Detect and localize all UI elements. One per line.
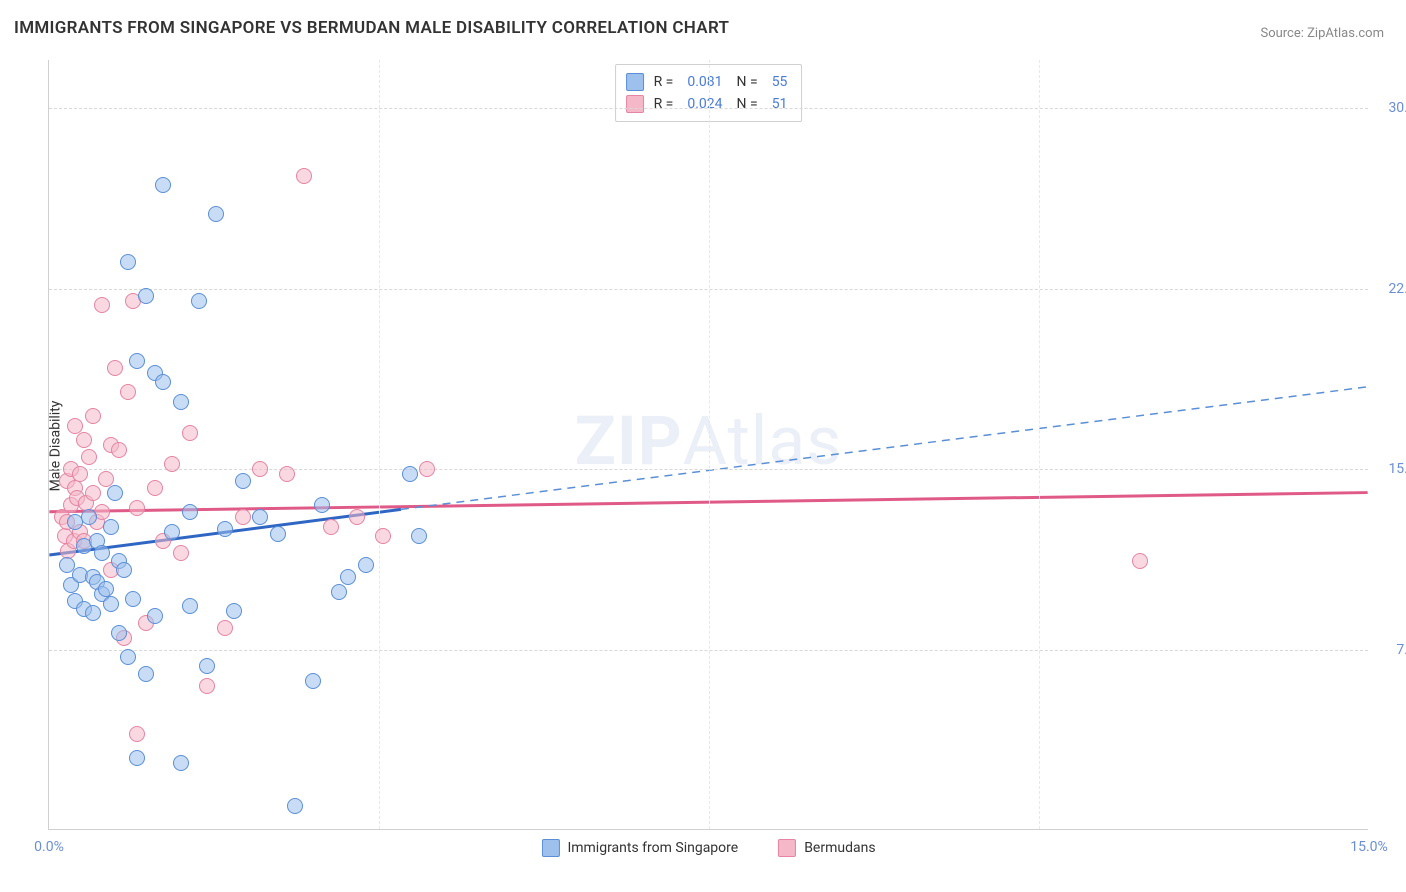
plot-area: ZIPAtlas R = 0.081 N = 55 R = 0.024 N = … xyxy=(48,60,1368,830)
scatter-point xyxy=(252,461,268,477)
scatter-point xyxy=(314,497,330,513)
scatter-point xyxy=(120,649,136,665)
x-gridline xyxy=(1039,60,1040,829)
scatter-point xyxy=(164,456,180,472)
r-value-0: 0.081 xyxy=(687,74,722,90)
scatter-point xyxy=(107,485,123,501)
scatter-point xyxy=(94,545,110,561)
scatter-point xyxy=(98,471,114,487)
scatter-point xyxy=(85,408,101,424)
scatter-point xyxy=(349,509,365,525)
scatter-point xyxy=(76,432,92,448)
legend-bottom-swatch-1 xyxy=(778,839,796,857)
scatter-point xyxy=(85,485,101,501)
scatter-point xyxy=(235,509,251,525)
scatter-point xyxy=(217,521,233,537)
scatter-point xyxy=(199,678,215,694)
chart-container: IMMIGRANTS FROM SINGAPORE VS BERMUDAN MA… xyxy=(0,0,1406,892)
source-label: Source: ZipAtlas.com xyxy=(1260,26,1384,41)
scatter-point xyxy=(94,297,110,313)
legend-bottom: Immigrants from Singapore Bermudans xyxy=(541,839,875,857)
scatter-point xyxy=(182,425,198,441)
legend-swatch-1 xyxy=(626,95,644,113)
scatter-point xyxy=(107,360,123,376)
scatter-point xyxy=(270,526,286,542)
scatter-point xyxy=(182,504,198,520)
scatter-point xyxy=(191,293,207,309)
x-gridline xyxy=(709,60,710,829)
scatter-point xyxy=(129,726,145,742)
scatter-point xyxy=(411,528,427,544)
scatter-point xyxy=(182,598,198,614)
legend-bottom-swatch-0 xyxy=(541,839,559,857)
scatter-point xyxy=(129,500,145,516)
n-label-0: N = xyxy=(737,74,758,90)
scatter-point xyxy=(208,206,224,222)
scatter-point xyxy=(305,673,321,689)
scatter-point xyxy=(173,394,189,410)
scatter-point xyxy=(103,596,119,612)
scatter-point xyxy=(199,658,215,674)
scatter-point xyxy=(67,418,83,434)
r-label-1: R = xyxy=(654,96,674,112)
n-label-1: N = xyxy=(737,96,758,112)
scatter-point xyxy=(129,750,145,766)
x-gridline xyxy=(379,60,380,829)
scatter-point xyxy=(331,584,347,600)
y-tick-label: 22.5% xyxy=(1388,281,1406,297)
r-value-1: 0.024 xyxy=(687,96,722,112)
legend-bottom-item-0: Immigrants from Singapore xyxy=(541,839,738,857)
scatter-point xyxy=(155,177,171,193)
scatter-point xyxy=(81,449,97,465)
legend-bottom-label-0: Immigrants from Singapore xyxy=(567,840,738,856)
y-tick-label: 30.0% xyxy=(1388,100,1406,116)
scatter-point xyxy=(287,798,303,814)
scatter-point xyxy=(375,528,391,544)
scatter-point xyxy=(125,591,141,607)
chart-title: IMMIGRANTS FROM SINGAPORE VS BERMUDAN MA… xyxy=(14,18,729,38)
scatter-point xyxy=(129,353,145,369)
x-tick-label: 15.0% xyxy=(1350,839,1388,855)
n-value-0: 55 xyxy=(772,74,788,90)
scatter-point xyxy=(120,384,136,400)
scatter-point xyxy=(81,509,97,525)
scatter-point xyxy=(147,480,163,496)
scatter-point xyxy=(155,374,171,390)
scatter-point xyxy=(85,605,101,621)
scatter-point xyxy=(252,509,268,525)
scatter-point xyxy=(138,288,154,304)
y-tick-label: 7.5% xyxy=(1396,642,1406,658)
scatter-point xyxy=(226,603,242,619)
n-value-1: 51 xyxy=(772,96,788,112)
scatter-point xyxy=(173,545,189,561)
scatter-point xyxy=(358,557,374,573)
scatter-point xyxy=(111,442,127,458)
scatter-point xyxy=(279,466,295,482)
scatter-point xyxy=(72,466,88,482)
scatter-point xyxy=(173,755,189,771)
scatter-point xyxy=(111,625,127,641)
scatter-point xyxy=(323,519,339,535)
legend-swatch-0 xyxy=(626,73,644,91)
scatter-point xyxy=(164,524,180,540)
legend-bottom-label-1: Bermudans xyxy=(804,840,875,856)
scatter-point xyxy=(296,168,312,184)
scatter-point xyxy=(402,466,418,482)
scatter-point xyxy=(147,608,163,624)
scatter-point xyxy=(116,562,132,578)
r-label-0: R = xyxy=(654,74,674,90)
scatter-point xyxy=(419,461,435,477)
y-tick-label: 15.0% xyxy=(1388,461,1406,477)
legend-bottom-item-1: Bermudans xyxy=(778,839,875,857)
scatter-point xyxy=(235,473,251,489)
x-tick-label: 0.0% xyxy=(34,839,64,855)
scatter-point xyxy=(340,569,356,585)
scatter-point xyxy=(103,519,119,535)
scatter-point xyxy=(217,620,233,636)
scatter-point xyxy=(1132,553,1148,569)
scatter-point xyxy=(120,254,136,270)
scatter-point xyxy=(138,666,154,682)
